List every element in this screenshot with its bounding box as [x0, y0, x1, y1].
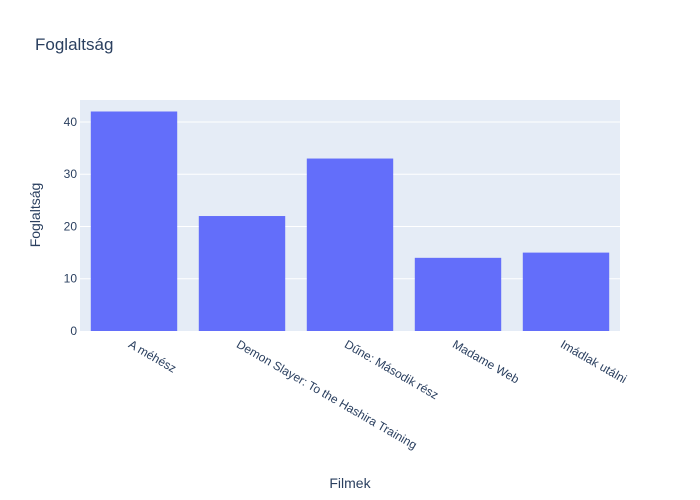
bar[interactable]	[522, 252, 610, 331]
x-tick-label: Madame Web	[450, 337, 522, 387]
bar[interactable]	[414, 257, 502, 331]
chart-title: Foglaltság	[35, 35, 113, 54]
x-tick-label: Dűne: Második rész	[342, 337, 441, 402]
y-tick-label: 40	[64, 115, 78, 129]
y-tick-label: 10	[64, 272, 78, 286]
x-tick-label: Demon Slayer: To the Hashira Training	[234, 337, 419, 452]
bar[interactable]	[198, 216, 286, 331]
x-tick-label: Imádlak utálni	[558, 337, 629, 386]
bar[interactable]	[306, 158, 394, 331]
y-tick-label: 20	[64, 219, 78, 233]
y-axis-title: Foglaltság	[27, 183, 43, 248]
bar[interactable]	[90, 111, 178, 331]
x-axis-title: Filmek	[329, 475, 371, 491]
y-tick-label: 30	[64, 167, 78, 181]
y-axis-ticks: 0 10 20 30 40	[64, 115, 78, 338]
x-tick-label: A méhész	[126, 337, 179, 375]
y-tick-label: 0	[70, 324, 77, 338]
bars	[90, 111, 610, 331]
x-axis-ticks: A méhész Demon Slayer: To the Hashira Tra…	[126, 337, 629, 452]
